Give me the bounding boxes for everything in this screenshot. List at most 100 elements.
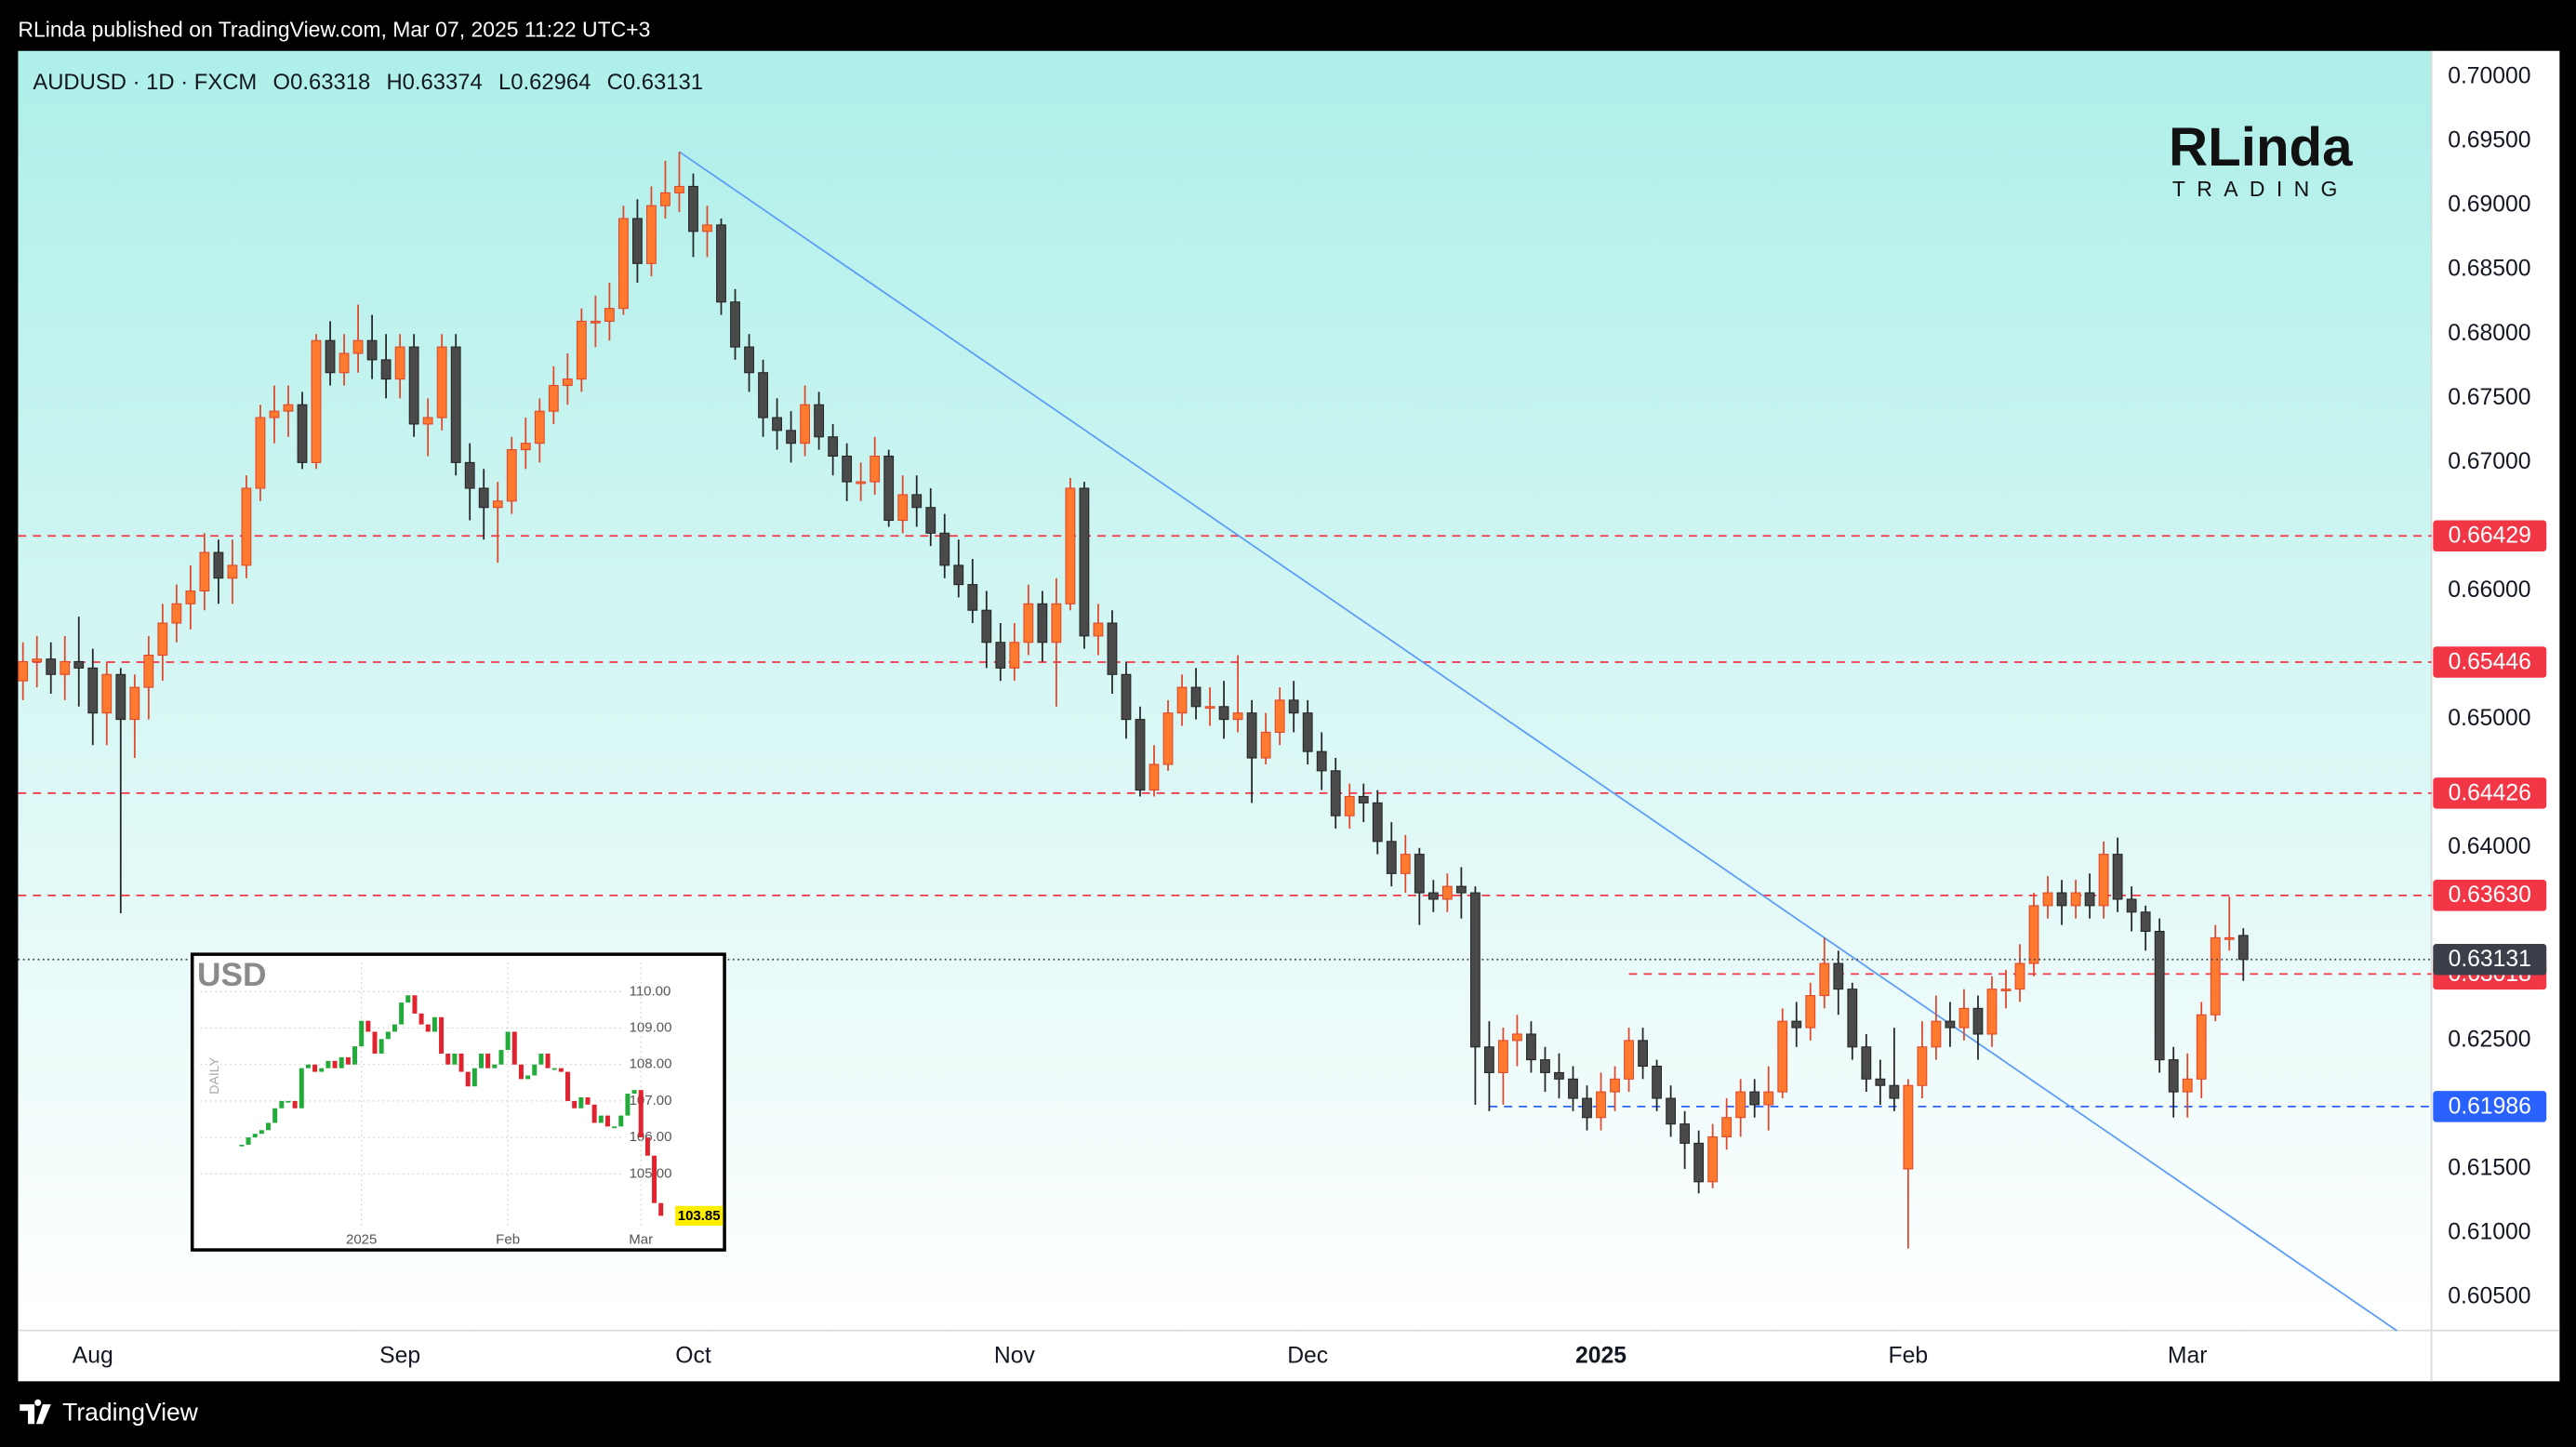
candle-body <box>1945 1020 1956 1029</box>
candle-body <box>1386 841 1397 874</box>
inset-candle <box>478 1053 485 1069</box>
candle-body <box>311 339 322 463</box>
candle-body <box>2168 1059 2179 1093</box>
inset-candle <box>558 1068 564 1072</box>
ohlc-value: 0.63374 <box>403 70 483 95</box>
candle-body <box>856 481 867 485</box>
candle-body <box>1093 622 1104 637</box>
candle-body <box>241 487 252 566</box>
candle-body <box>1861 1046 1872 1080</box>
inset-price-tag <box>675 1205 724 1226</box>
candle-body <box>1107 622 1118 675</box>
ohlc-label: C <box>607 70 623 95</box>
candle-body <box>897 494 909 522</box>
candle-body <box>548 384 559 412</box>
candle-body <box>2028 905 2039 964</box>
inset-candle <box>618 1115 624 1127</box>
y-tick-label: 0.60500 <box>2448 1284 2530 1309</box>
candle-body <box>814 404 825 438</box>
level-tag-label: 0.65446 <box>2449 649 2531 674</box>
inset-interval: DAILY <box>206 1056 221 1094</box>
y-tick-label: 0.61500 <box>2448 1156 2530 1181</box>
candle-body <box>688 185 698 232</box>
inset-candle <box>425 1024 431 1032</box>
candle-body <box>1372 802 1383 843</box>
y-tick-label: 110.00 <box>630 983 671 999</box>
inset-candle <box>339 1056 344 1069</box>
candle-body <box>911 494 923 509</box>
candle-body <box>674 185 684 193</box>
candle-body <box>1441 885 1453 900</box>
candle-body <box>87 667 99 714</box>
candle-body <box>1274 699 1285 733</box>
candle-body <box>1512 1033 1522 1042</box>
candle-body <box>1469 892 1481 1048</box>
y-tick-label: 0.65000 <box>2448 706 2530 731</box>
ohlc-label: L <box>498 70 511 95</box>
last-price-tag <box>2433 943 2547 976</box>
candle-body <box>1260 731 1271 759</box>
candle-body <box>1540 1059 1550 1073</box>
inset-candle <box>505 1031 511 1051</box>
inset-candle <box>565 1071 571 1101</box>
candle-body <box>1735 1091 1746 1119</box>
candle-body <box>1232 712 1243 721</box>
candle-body <box>506 449 517 502</box>
inset-candle <box>292 1100 298 1108</box>
inset-candle <box>252 1134 258 1138</box>
inset-candle <box>485 1053 491 1069</box>
inset-candle <box>638 1090 644 1138</box>
candle-body <box>1972 1007 1984 1035</box>
candle-body <box>1246 712 1257 759</box>
candle-body <box>1847 989 1858 1048</box>
candle-body <box>660 192 671 206</box>
candle-body <box>1149 763 1160 791</box>
inset-candle <box>604 1115 610 1127</box>
candle-body <box>1777 1020 1788 1093</box>
inset-candle <box>259 1130 264 1135</box>
y-tick-label: 0.67500 <box>2448 385 2530 410</box>
candle-body <box>1483 1046 1494 1073</box>
candle-body <box>1316 750 1327 772</box>
candle-body <box>730 301 740 348</box>
candle-body <box>631 218 643 264</box>
candle-body <box>325 339 336 374</box>
inset-candle <box>598 1115 604 1123</box>
x-tick-label: Dec <box>1287 1343 1328 1368</box>
level-tag-label: 0.61986 <box>2449 1094 2531 1119</box>
ohlc-value: 0.62964 <box>511 70 591 95</box>
level-tag-label: 0.64426 <box>2449 780 2531 805</box>
candle-body <box>464 461 475 489</box>
candle-body <box>1358 795 1369 803</box>
last-price-label: 0.63131 <box>2449 947 2531 972</box>
candle-body <box>366 339 378 361</box>
level-tag-label: 0.63630 <box>2449 883 2531 908</box>
candle-body <box>1596 1091 1606 1119</box>
candle-body <box>1121 673 1132 721</box>
inset-candle <box>625 1094 631 1116</box>
candle-body <box>617 218 629 310</box>
candle-body <box>939 532 950 566</box>
candle-body <box>129 686 140 721</box>
candle-body <box>534 410 545 445</box>
inset-candle <box>591 1104 597 1123</box>
inset-candle <box>399 1002 405 1025</box>
candle-body <box>967 584 978 611</box>
candle-body <box>1582 1097 1592 1119</box>
x-tick-label: Feb <box>496 1231 520 1247</box>
candle-body <box>786 430 796 445</box>
candle-body <box>2084 892 2095 907</box>
candle-body <box>2154 930 2165 1061</box>
candle-body <box>1526 1033 1536 1061</box>
candle-body <box>1302 712 1313 752</box>
candle-body <box>828 436 839 458</box>
candle-body <box>1065 487 1076 604</box>
ohlc-value: 0.63131 <box>623 70 703 95</box>
candle-body <box>716 224 726 303</box>
candle-body <box>2014 962 2025 990</box>
candle-body <box>883 455 895 522</box>
candle-body <box>800 404 811 445</box>
inset-candle <box>285 1100 291 1103</box>
candle-body <box>1554 1071 1564 1080</box>
candle-body <box>1023 603 1034 644</box>
